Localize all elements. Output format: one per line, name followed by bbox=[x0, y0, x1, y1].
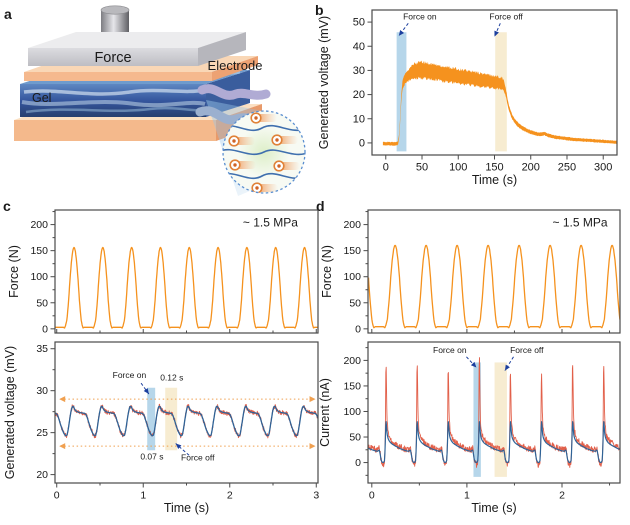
svg-text:Force (N): Force (N) bbox=[320, 245, 334, 298]
svg-text:100: 100 bbox=[343, 271, 361, 283]
svg-text:100: 100 bbox=[449, 162, 467, 174]
svg-text:20: 20 bbox=[36, 469, 48, 481]
svg-text:1: 1 bbox=[464, 490, 470, 502]
svg-text:2: 2 bbox=[227, 490, 233, 502]
svg-text:Force on: Force on bbox=[403, 12, 437, 22]
svg-text:Time (s): Time (s) bbox=[471, 501, 516, 515]
svg-text:150: 150 bbox=[343, 245, 361, 257]
svg-text:0: 0 bbox=[355, 323, 361, 335]
svg-text:0: 0 bbox=[42, 323, 48, 335]
svg-text:0: 0 bbox=[359, 137, 365, 149]
svg-text:Force (N): Force (N) bbox=[7, 245, 21, 298]
svg-text:~ 1.5 MPa: ~ 1.5 MPa bbox=[243, 216, 298, 230]
ion-inset bbox=[222, 110, 306, 194]
svg-text:50: 50 bbox=[349, 432, 361, 444]
svg-text:30: 30 bbox=[36, 385, 48, 397]
svg-text:250: 250 bbox=[558, 162, 576, 174]
svg-text:25: 25 bbox=[36, 427, 48, 439]
svg-text:Force off: Force off bbox=[489, 12, 523, 22]
svg-text:Current (nA): Current (nA) bbox=[318, 378, 332, 447]
svg-text:100: 100 bbox=[343, 406, 361, 418]
svg-text:50: 50 bbox=[353, 17, 365, 29]
force-label: Force bbox=[94, 50, 131, 66]
svg-text:200: 200 bbox=[343, 355, 361, 367]
svg-text:1: 1 bbox=[140, 490, 146, 502]
svg-text:300: 300 bbox=[594, 162, 612, 174]
svg-text:Generated voltage (mV): Generated voltage (mV) bbox=[3, 346, 17, 479]
electrode-label: Electrode bbox=[208, 58, 263, 73]
gel-label: Gel bbox=[32, 91, 51, 105]
svg-text:0: 0 bbox=[383, 162, 389, 174]
polymer-chains-icon bbox=[223, 112, 305, 193]
svg-text:150: 150 bbox=[343, 380, 361, 392]
svg-text:Force on: Force on bbox=[113, 370, 147, 380]
device-schematic: Gel Force Electrode bbox=[14, 5, 306, 196]
svg-text:~ 1.5 MPa: ~ 1.5 MPa bbox=[553, 216, 608, 230]
svg-text:3: 3 bbox=[313, 490, 319, 502]
svg-text:0: 0 bbox=[355, 457, 361, 469]
svg-text:0: 0 bbox=[369, 490, 375, 502]
svg-text:200: 200 bbox=[30, 219, 48, 231]
panel-label-d: d bbox=[316, 198, 325, 214]
svg-text:2: 2 bbox=[559, 490, 565, 502]
svg-text:200: 200 bbox=[522, 162, 540, 174]
svg-text:50: 50 bbox=[36, 297, 48, 309]
svg-text:50: 50 bbox=[416, 162, 428, 174]
chart-c-voltage: 0 1 2 3 20 25 30 35 Time (s) Generated voltage (m… bbox=[3, 341, 319, 515]
chart-c-force: 0 50 100 150 200 Force (N) ~ 1.5 MPa bbox=[7, 209, 319, 335]
svg-text:Generated voltage (mV): Generated voltage (mV) bbox=[317, 16, 331, 149]
svg-text:Time (s): Time (s) bbox=[164, 501, 209, 515]
panel-label-c: c bbox=[3, 198, 11, 214]
panel-label-b: b bbox=[315, 2, 324, 18]
chart-d-current: 0 1 2 0 50 100 150 200 Time (s) Current (nA) Force… bbox=[318, 341, 621, 515]
svg-text:Force off: Force off bbox=[510, 345, 544, 355]
svg-text:150: 150 bbox=[485, 162, 503, 174]
svg-text:0: 0 bbox=[54, 490, 60, 502]
svg-text:150: 150 bbox=[30, 245, 48, 257]
force-plate: Force bbox=[28, 32, 246, 66]
chart-voltage-vs-time: 0 50 100 150 200 250 300 0 10 20 30 40 50 Time (s) Gen… bbox=[317, 9, 618, 187]
chart-d-force: 0 50 100 150 200 Force (N) ~ 1.5 MPa bbox=[320, 209, 621, 335]
svg-text:10: 10 bbox=[353, 113, 365, 125]
svg-text:200: 200 bbox=[343, 219, 361, 231]
svg-text:Force on: Force on bbox=[433, 345, 467, 355]
svg-text:100: 100 bbox=[30, 271, 48, 283]
svg-text:30: 30 bbox=[353, 65, 365, 77]
svg-text:0.07 s: 0.07 s bbox=[140, 452, 163, 462]
ion-particles-icon bbox=[228, 112, 300, 193]
svg-text:50: 50 bbox=[349, 297, 361, 309]
svg-text:40: 40 bbox=[353, 41, 365, 53]
svg-text:35: 35 bbox=[36, 343, 48, 355]
svg-text:20: 20 bbox=[353, 89, 365, 101]
svg-text:0.12 s: 0.12 s bbox=[160, 373, 183, 383]
svg-text:Time (s): Time (s) bbox=[472, 173, 517, 187]
panel-label-a: a bbox=[4, 6, 12, 22]
svg-text:Force off: Force off bbox=[181, 452, 215, 462]
